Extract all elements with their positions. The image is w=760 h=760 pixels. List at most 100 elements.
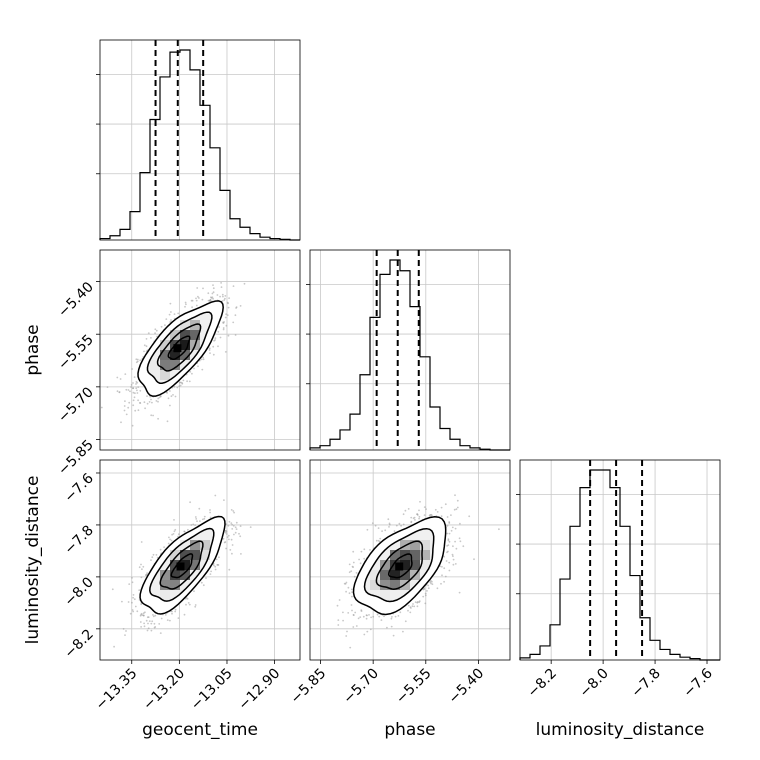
sample-point xyxy=(191,306,194,309)
sample-point xyxy=(155,329,158,332)
panel-border xyxy=(99,459,301,661)
sample-point xyxy=(141,568,143,571)
sample-point xyxy=(170,311,172,313)
sample-point xyxy=(172,533,175,535)
sample-point xyxy=(154,614,157,617)
sample-point xyxy=(139,614,142,617)
sample-point xyxy=(202,356,205,359)
sample-point xyxy=(146,616,149,619)
sample-point xyxy=(225,324,228,327)
sample-point xyxy=(155,400,158,402)
y-tick-label: −5.85 xyxy=(55,437,97,479)
sample-point xyxy=(375,539,378,542)
sample-point xyxy=(345,590,347,593)
sample-point xyxy=(190,524,193,526)
sample-point xyxy=(137,399,140,402)
sample-point xyxy=(350,588,353,591)
sample-point xyxy=(395,524,398,527)
density-cell xyxy=(390,550,400,560)
sample-point xyxy=(440,515,443,518)
sample-point xyxy=(168,313,171,316)
sample-point xyxy=(427,587,430,590)
sample-point xyxy=(183,530,186,533)
sample-point xyxy=(125,630,127,632)
sample-point xyxy=(129,390,131,393)
sample-point xyxy=(355,572,358,574)
sample-point xyxy=(169,390,171,392)
sample-point xyxy=(215,558,218,561)
x-tick-label: −5.70 xyxy=(340,666,382,708)
sample-point xyxy=(238,532,240,535)
sample-point xyxy=(137,386,140,388)
contour-level-0 xyxy=(170,553,194,579)
sample-point xyxy=(348,563,351,566)
sample-point xyxy=(446,524,449,527)
sample-point xyxy=(146,402,149,405)
sample-point xyxy=(140,603,143,606)
sample-point xyxy=(145,338,148,340)
sample-point xyxy=(213,339,216,342)
sample-point xyxy=(365,617,368,620)
sample-point xyxy=(452,558,455,561)
sample-point xyxy=(218,326,221,328)
contour-level-1 xyxy=(156,323,202,372)
sample-point xyxy=(200,581,203,584)
sample-point xyxy=(399,611,402,614)
sample-point xyxy=(219,336,222,339)
density-cell xyxy=(170,560,180,570)
sample-point xyxy=(454,563,457,565)
sample-point xyxy=(224,541,227,543)
x-tick-label: −5.85 xyxy=(288,666,330,708)
sample-point xyxy=(189,370,192,373)
sample-point xyxy=(431,583,434,586)
sample-point xyxy=(131,601,133,604)
sample-point xyxy=(150,629,153,632)
density-cell xyxy=(170,350,180,360)
sample-point xyxy=(456,499,459,502)
sample-point xyxy=(172,394,174,396)
panel-border xyxy=(309,459,511,661)
sample-point xyxy=(140,626,143,628)
histogram-luminosity_distance xyxy=(519,469,720,661)
sample-point xyxy=(363,557,366,560)
sample-point xyxy=(232,510,235,512)
sample-point xyxy=(445,560,448,562)
sample-point xyxy=(434,508,437,511)
density-cell xyxy=(180,560,190,570)
sample-point xyxy=(209,352,211,354)
sample-point xyxy=(358,558,360,561)
sample-point xyxy=(149,395,152,398)
sample-point xyxy=(359,562,362,565)
sample-point xyxy=(393,530,396,533)
sample-point xyxy=(498,528,500,531)
x-tick-label: −7.6 xyxy=(680,665,715,700)
sample-point xyxy=(223,299,226,301)
sample-point xyxy=(151,620,154,623)
sample-point xyxy=(134,409,137,412)
sample-point xyxy=(370,616,372,619)
sample-point xyxy=(135,383,137,385)
sample-point xyxy=(351,591,353,593)
sample-point xyxy=(440,582,442,585)
sample-point xyxy=(423,506,426,508)
sample-point xyxy=(359,616,362,618)
sample-point xyxy=(173,530,176,533)
sample-point xyxy=(228,568,231,571)
sample-point xyxy=(459,522,461,525)
sample-point xyxy=(202,287,204,290)
histogram-phase xyxy=(309,259,510,451)
sample-point xyxy=(151,556,154,559)
density-cell xyxy=(400,560,410,570)
sample-point xyxy=(220,282,223,284)
sample-point xyxy=(448,561,451,564)
contour-level-0 xyxy=(387,553,413,579)
sample-point xyxy=(422,595,425,598)
sample-point xyxy=(348,571,351,574)
sample-point xyxy=(152,615,155,618)
sample-point xyxy=(424,592,427,595)
density-peak xyxy=(395,562,404,571)
x-tick-label: −13.20 xyxy=(140,666,188,714)
sample-point xyxy=(446,532,449,535)
sample-point xyxy=(429,581,432,584)
sample-point xyxy=(203,515,206,518)
